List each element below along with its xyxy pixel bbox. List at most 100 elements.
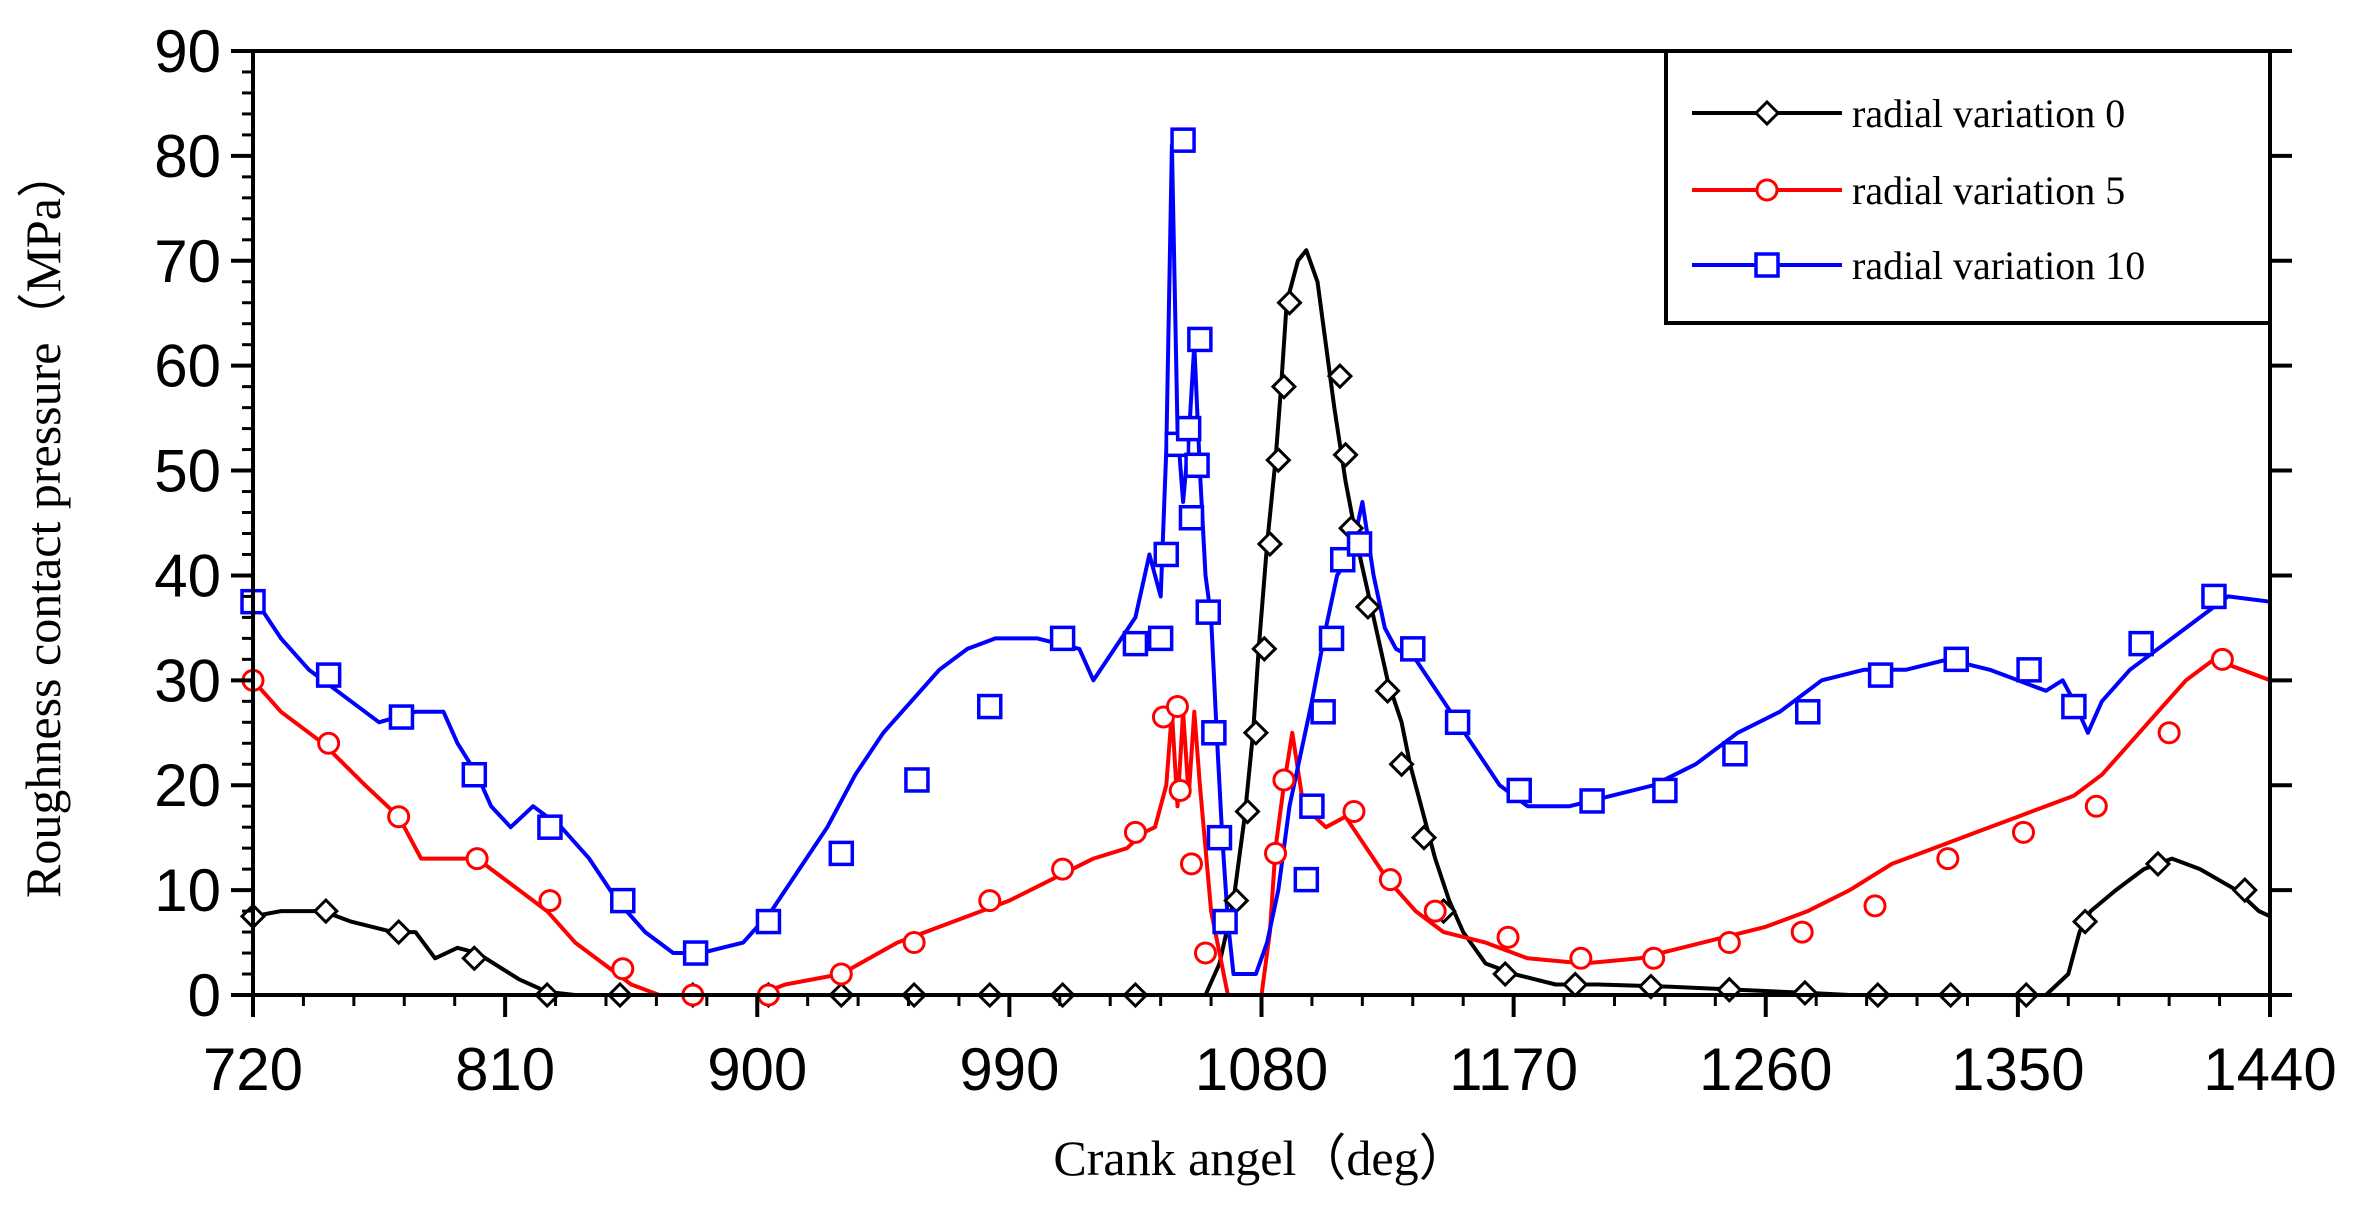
series-2-marker [1175,415,1202,442]
series-1-marker [2084,794,2108,818]
series-0-marker [461,945,488,972]
series-2-marker [755,908,782,935]
series-2-marker [1346,531,1373,557]
series-0-marker [1276,289,1303,316]
axis-ticks [231,49,2292,1017]
series-2-marker [1579,788,1605,814]
series-0-marker [1234,798,1261,825]
series-1-marker [387,805,411,829]
series-1-marker [1642,946,1666,970]
series-1-marker [1342,799,1366,823]
legend-label-0: radial variation 0 [1852,91,2125,136]
series-0-marker [1374,677,1401,704]
series-1-marker [978,889,1002,913]
y-axis-title: Roughness contact pressure（MPa） [15,148,71,898]
x-tick-label: 990 [959,1036,1059,1103]
series-1-marker [1496,925,1520,949]
series-0-marker [1265,446,1292,474]
series-0-marker [1256,530,1284,558]
series-1-marker [1272,768,1296,792]
series-1-marker [1168,778,1192,802]
series-0-marker [1637,973,1665,1000]
y-tick-label: 20 [154,752,221,819]
legend-marker-2 [1754,252,1780,278]
legend-marker-1 [1755,178,1779,202]
series-2-marker [1444,709,1471,736]
series-0-marker [1410,824,1438,851]
series-2-marker [828,840,855,867]
series-2-marker [1299,793,1325,819]
series-2-marker [1195,599,1222,625]
legend: radial variation 0 radial variation 5 radi… [1664,49,2272,325]
legend-entries: radial variation 0 radial variation 5 radi… [1692,91,2145,288]
series-2-marker [1206,824,1233,851]
series-0-marker [1716,976,1743,1003]
y-tick-label: 90 [154,18,221,85]
x-tick-label: 1080 [1195,1036,1328,1103]
series-2-marker [610,887,636,914]
series-0-marker [2231,876,2258,904]
x-tick-label: 900 [707,1036,807,1103]
series-0-marker [1562,971,1589,998]
series-2-marker [1184,452,1210,479]
series-2-marker [1049,625,1076,652]
series-2-marker [2016,657,2042,683]
x-tick-label: 810 [455,1036,555,1103]
series-0-marker [1326,363,1354,390]
legend-marker-0 [1753,99,1781,127]
y-tick-label: 50 [154,438,221,505]
series-1-marker [902,931,926,955]
x-tick-label: 1260 [1699,1036,1832,1103]
series-2-marker [461,761,488,788]
series-0-marker [1791,979,1819,1007]
series-1-marker [1378,868,1402,892]
series-1-marker [2210,647,2234,671]
legend-label-2: radial variation 10 [1852,243,2145,288]
series-2-marker [1867,662,1894,688]
series-2-marker [1293,866,1320,893]
series-2-marker [682,940,709,966]
series-2-marker [315,662,342,688]
x-axis-title: Crank angel（deg） [1053,1130,1468,1186]
series-2-marker [1187,326,1213,353]
legend-label-1: radial variation 5 [1852,168,2125,213]
series-2-marker [1122,630,1149,657]
series-0-marker [312,897,339,925]
series-0-marker [385,918,412,946]
series-2-marker [388,704,415,730]
series-1-marker [1051,857,1075,881]
series-1-marker [1936,847,1960,871]
series-1-marker [317,731,341,755]
series-2-marker [1212,908,1238,935]
series-1-marker [1717,931,1741,955]
series-1-marker [1165,695,1189,719]
axis-tick-labels: 0 10 20 30 40 50 60 70 80 90 720 810 900 990 1080 1170 1… [154,18,2336,1103]
series-1-marker [2011,820,2035,844]
series-1-marker [2157,721,2181,745]
series-2-marker [2128,630,2154,657]
x-tick-label: 720 [203,1036,303,1103]
series-2-marker [1652,777,1678,804]
series-2-marker [977,693,1003,720]
series-1-marker [1863,894,1887,918]
series-1-marker [465,847,489,871]
series-1-marker [1790,920,1814,944]
series-1-marker [1569,946,1593,970]
series-2-marker [1795,699,1821,725]
series-2-marker [2061,693,2087,720]
series-0-marker [1270,373,1298,400]
series-2-marker [2201,583,2227,610]
series-1-marker [1264,841,1288,865]
series-2-marker [1201,720,1227,746]
series-2-marker [1318,625,1345,652]
series-1-marker [1123,820,1147,844]
series-0-marker [1354,593,1382,621]
series-1-marker [1423,899,1447,923]
series-line-0 [252,248,2271,997]
series-0-marker [1388,751,1415,778]
series-1-marker [538,889,562,913]
series-1-marker [1179,852,1203,876]
series-1-marker [611,957,635,981]
y-tick-label: 80 [154,123,221,190]
